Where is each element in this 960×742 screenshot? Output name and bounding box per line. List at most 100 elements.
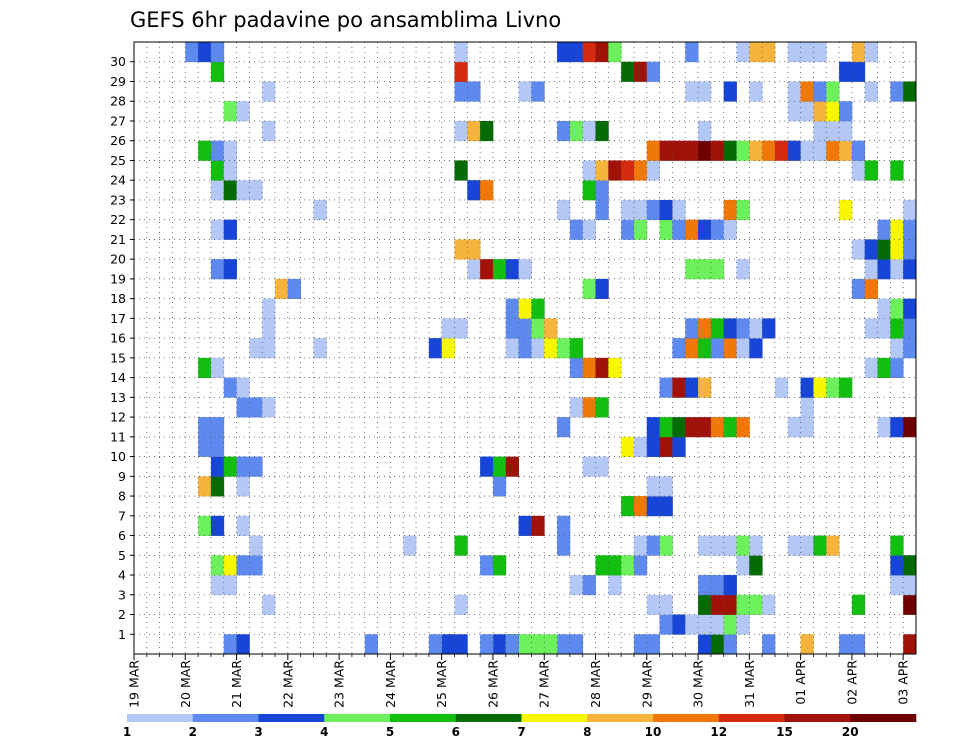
y-tick-label: 23	[110, 192, 126, 207]
heat-cell	[249, 338, 263, 359]
heat-cell	[621, 160, 635, 181]
heat-cell	[800, 634, 814, 655]
heat-cell	[698, 634, 712, 655]
y-tick-label: 29	[110, 74, 126, 89]
heat-cell	[557, 417, 571, 438]
heat-cell	[813, 535, 827, 556]
heat-cell	[633, 199, 648, 221]
heat-cell	[659, 417, 673, 438]
heat-cell	[621, 496, 635, 517]
heat-cell	[787, 417, 802, 438]
heat-cell	[877, 219, 891, 240]
heat-cell	[672, 436, 686, 457]
heat-cell	[198, 42, 212, 63]
colorbar-swatch	[653, 714, 720, 722]
heat-cell	[505, 298, 519, 319]
heat-cell	[685, 338, 699, 359]
heat-cell	[236, 476, 250, 497]
heat-cell	[595, 199, 609, 221]
heat-cell	[877, 259, 891, 280]
heat-cell	[698, 614, 712, 635]
heat-cell	[518, 634, 532, 655]
heat-cell	[685, 81, 699, 102]
colorbar-swatch	[127, 714, 194, 722]
heat-cell	[762, 634, 776, 655]
heat-cell	[210, 219, 225, 240]
heat-cell	[249, 180, 263, 201]
heat-cell	[364, 634, 378, 655]
heat-cell	[800, 42, 814, 63]
x-tick-label: 20 MAR	[178, 660, 193, 708]
heat-cell	[198, 515, 212, 536]
grid-lines	[134, 42, 916, 654]
heat-cell	[621, 555, 635, 576]
heat-cell	[480, 456, 494, 477]
heat-cell	[864, 239, 878, 260]
colorbar: 1 2 3 4 5 6 7 8 10 12 15 20	[123, 714, 917, 739]
heat-cell	[582, 180, 596, 201]
heat-cell	[608, 555, 622, 576]
y-tick-label: 9	[118, 469, 126, 484]
x-tick-label: 23 MAR	[332, 660, 347, 708]
heat-cell	[698, 594, 712, 615]
heat-cell	[454, 318, 468, 339]
colorbar-label: 7	[517, 725, 525, 739]
heat-cell	[210, 259, 225, 280]
x-tick-label: 28 MAR	[588, 660, 603, 708]
heat-cell	[287, 278, 302, 300]
x-tick-label: 25 MAR	[434, 660, 449, 708]
heat-cell	[249, 456, 263, 477]
heat-cell	[210, 555, 225, 576]
heat-cell	[659, 377, 673, 398]
heat-cell	[582, 575, 596, 596]
heat-cell	[646, 496, 661, 517]
heat-cell	[800, 535, 814, 556]
heat-cell	[787, 81, 802, 102]
heat-cell	[467, 239, 481, 260]
heat-cell	[582, 357, 596, 379]
heat-cell	[787, 535, 802, 556]
heat-cell	[903, 417, 917, 438]
heat-cell	[531, 515, 545, 536]
heat-cell	[531, 81, 545, 102]
heat-cell	[223, 377, 237, 398]
heat-cell	[839, 377, 853, 398]
heat-cell	[903, 219, 917, 240]
heat-cell	[236, 456, 250, 477]
heat-cell	[582, 120, 596, 142]
colorbar-label: 5	[386, 725, 394, 739]
heat-cell	[710, 634, 725, 655]
heat-cell	[569, 120, 584, 142]
heat-cell	[557, 199, 571, 221]
heat-cell	[223, 555, 237, 576]
heat-cell	[723, 535, 737, 556]
colorbar-swatch	[587, 714, 654, 722]
heat-cell	[736, 140, 750, 161]
heat-cell	[633, 436, 648, 457]
heat-cell	[800, 101, 814, 122]
heat-cell	[710, 535, 725, 556]
heat-cell	[710, 594, 725, 615]
y-tick-label: 13	[110, 390, 126, 405]
heat-cell	[633, 61, 648, 82]
heat-cell	[710, 575, 725, 596]
heat-cell	[210, 160, 225, 181]
heat-cell	[685, 140, 699, 161]
heat-cell	[185, 42, 199, 63]
heat-cell	[698, 377, 712, 398]
heat-cell	[710, 338, 725, 359]
heat-cell	[851, 61, 866, 82]
heat-cell	[557, 535, 571, 556]
heat-cell	[851, 140, 866, 161]
heat-cell	[262, 397, 276, 418]
heat-cell	[864, 42, 878, 63]
heat-cell	[633, 496, 648, 517]
heat-cell	[492, 476, 507, 497]
heat-cell	[518, 298, 532, 319]
heat-cell	[210, 476, 225, 497]
heat-cell	[736, 417, 750, 438]
heat-cell	[890, 555, 904, 576]
heat-cell	[749, 535, 763, 556]
heat-cell	[839, 140, 853, 161]
